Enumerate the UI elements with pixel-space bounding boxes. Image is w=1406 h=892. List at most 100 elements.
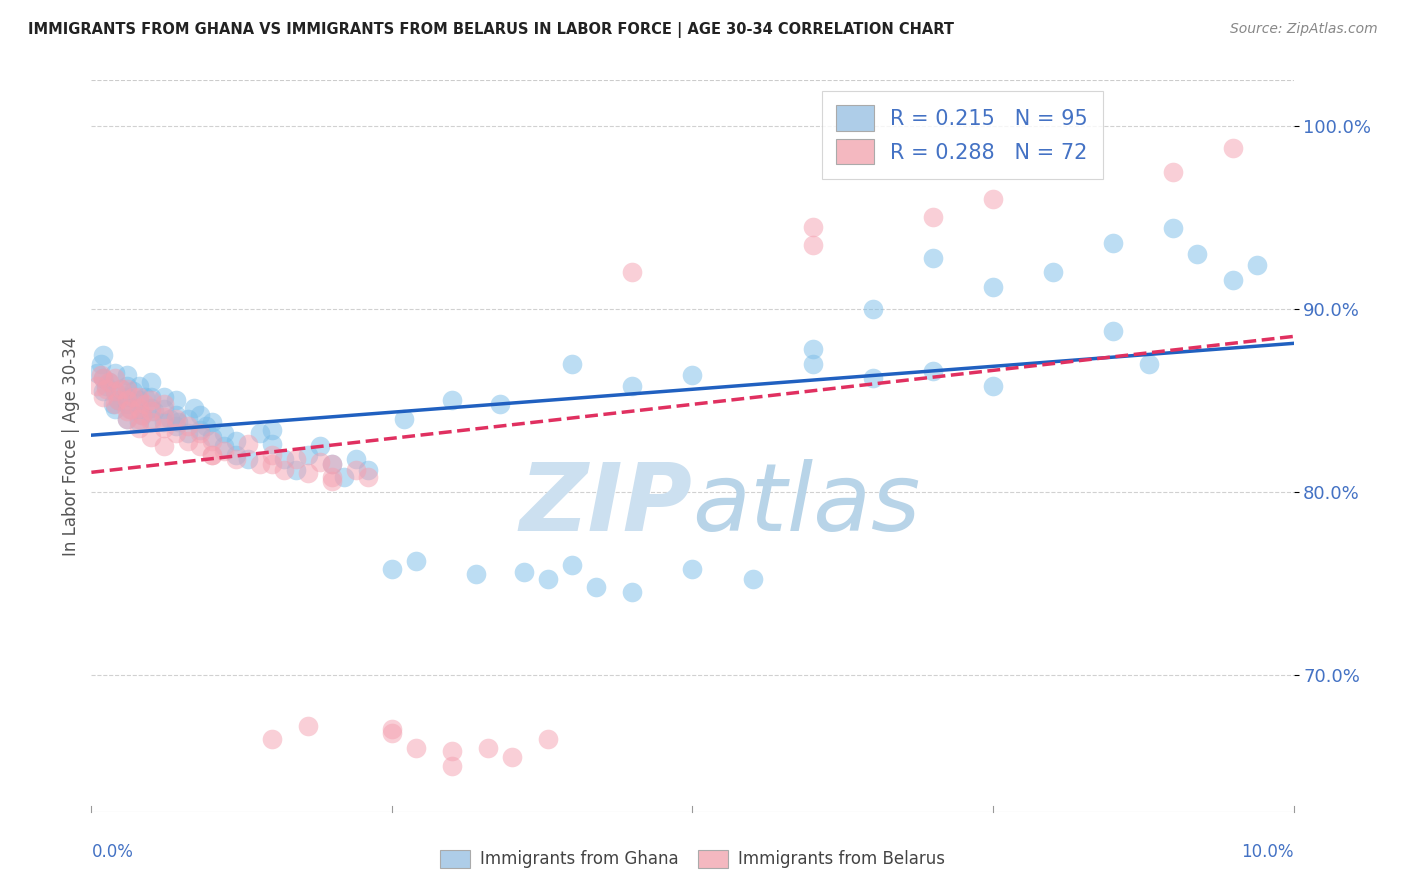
Point [117, 411, 139, 425]
Point [922, 211, 945, 225]
Point [165, 426, 187, 441]
Point [110, 382, 132, 396]
Point [801, 357, 824, 371]
Point [225, 451, 247, 466]
Point [284, 463, 307, 477]
Point [392, 411, 415, 425]
Point [201, 434, 224, 448]
Point [249, 458, 271, 472]
Point [141, 401, 163, 415]
Point [107, 393, 129, 408]
Point [308, 455, 330, 469]
Point [201, 448, 224, 462]
Point [201, 430, 224, 444]
Point [94, 378, 117, 392]
Point [273, 451, 295, 466]
Point [621, 585, 644, 599]
Point [188, 408, 211, 422]
Point [321, 470, 343, 484]
Point [260, 448, 283, 462]
Point [513, 565, 536, 579]
Point [321, 474, 343, 488]
Point [273, 463, 295, 477]
Point [93, 390, 115, 404]
Point [141, 415, 163, 429]
Point [128, 415, 150, 429]
Point [621, 265, 644, 279]
Point [801, 342, 824, 356]
Point [862, 371, 884, 385]
Point [801, 219, 824, 234]
Point [357, 470, 380, 484]
Point [165, 393, 187, 408]
Point [134, 390, 156, 404]
Point [90, 368, 112, 382]
Text: IMMIGRANTS FROM GHANA VS IMMIGRANTS FROM BELARUS IN LABOR FORCE | AGE 30-34 CORR: IMMIGRANTS FROM GHANA VS IMMIGRANTS FROM… [28, 22, 955, 38]
Point [1161, 221, 1184, 235]
Point [141, 404, 163, 418]
Text: atlas: atlas [692, 459, 921, 550]
Point [86, 366, 108, 380]
Point [381, 726, 404, 740]
Point [1222, 272, 1244, 286]
Point [93, 347, 115, 362]
Point [152, 397, 174, 411]
Point [117, 404, 139, 418]
Point [98, 375, 121, 389]
Point [176, 418, 198, 433]
Point [321, 458, 343, 472]
Point [585, 580, 607, 594]
Point [862, 301, 884, 316]
Point [152, 409, 174, 424]
Point [477, 740, 499, 755]
Point [1102, 324, 1125, 338]
Point [741, 573, 763, 587]
Point [98, 375, 121, 389]
Point [357, 463, 380, 477]
Point [537, 573, 560, 587]
Point [321, 458, 343, 472]
Point [90, 357, 112, 371]
Point [405, 740, 427, 755]
Point [1042, 265, 1064, 279]
Point [381, 561, 404, 575]
Point [110, 382, 132, 396]
Point [260, 458, 283, 472]
Point [225, 448, 247, 462]
Point [922, 251, 945, 265]
Point [188, 439, 211, 453]
Point [93, 371, 115, 385]
Point [122, 384, 145, 399]
Point [681, 368, 703, 382]
Point [260, 423, 283, 437]
Point [176, 411, 198, 425]
Point [621, 378, 644, 392]
Point [440, 393, 463, 408]
Point [128, 401, 150, 415]
Point [188, 423, 211, 437]
Point [260, 437, 283, 451]
Point [922, 364, 945, 378]
Point [165, 408, 187, 422]
Point [152, 415, 174, 429]
Point [117, 411, 139, 425]
Point [188, 426, 211, 441]
Point [94, 382, 117, 396]
Point [344, 463, 367, 477]
Point [183, 401, 205, 415]
Point [284, 451, 307, 466]
Point [1102, 235, 1125, 250]
Point [212, 426, 235, 441]
Point [128, 420, 150, 434]
Point [1187, 247, 1209, 261]
Point [297, 448, 319, 462]
Point [128, 378, 150, 392]
Point [128, 393, 150, 408]
Point [260, 731, 283, 746]
Point [561, 558, 583, 572]
Point [152, 402, 174, 417]
Text: ZIP: ZIP [520, 458, 692, 550]
Point [405, 554, 427, 568]
Point [118, 402, 141, 417]
Point [381, 723, 404, 737]
